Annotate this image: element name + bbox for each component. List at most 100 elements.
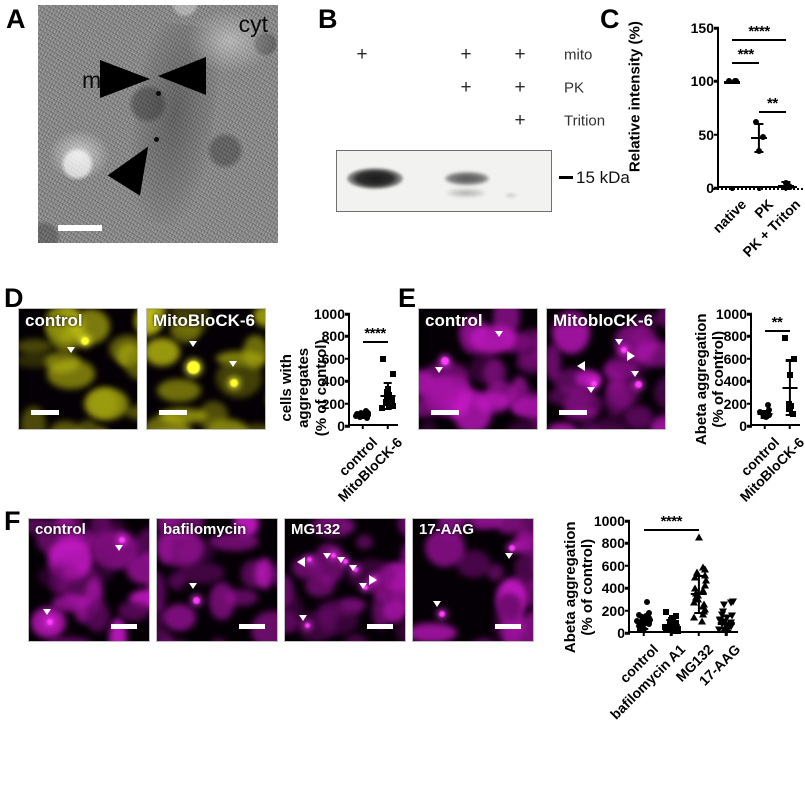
x-tick-mark: [361, 424, 364, 429]
significance-line: [764, 329, 790, 332]
cell-body: [469, 324, 517, 353]
y-tick-mark: [625, 631, 630, 635]
blot-row-triton: + Trition: [340, 104, 605, 137]
image-label-control: control: [425, 311, 483, 330]
scale-bar: [31, 410, 59, 415]
data-point: [389, 403, 396, 410]
panel-letter-f: F: [4, 506, 21, 536]
error-bar-cap: [781, 180, 791, 183]
data-point: [690, 598, 699, 606]
blot-row-mito: + + + mito: [340, 38, 592, 71]
data-point: [690, 573, 699, 581]
y-tick-mark: [714, 26, 719, 30]
plus-mito-lane4: +: [514, 43, 526, 65]
protein-aggregate: [187, 361, 200, 374]
protein-aggregate: [621, 347, 627, 353]
arrowhead-marker: [323, 553, 331, 559]
cell-body: [45, 309, 67, 337]
cell-body: [285, 591, 304, 632]
data-point: [644, 598, 651, 605]
panel-letter-e: E: [398, 283, 417, 313]
y-tick-mark: [345, 312, 350, 316]
cell-body: [653, 373, 665, 414]
cell-body: [93, 550, 115, 584]
cell-body: [47, 420, 84, 429]
data-point: [695, 533, 704, 541]
chart-d-plot-area: 0 200 400 600 800 1000 control MitoBloCK-6 ****: [314, 306, 405, 505]
data-point: [699, 586, 708, 594]
fluorescence-background-magenta: [419, 309, 537, 429]
data-point: [388, 397, 395, 404]
cell-body: [149, 425, 200, 429]
cell-body: [147, 338, 180, 366]
scale-bar-panel-a: [58, 225, 102, 231]
cell-body: [515, 352, 537, 374]
cell-body: [466, 638, 502, 641]
y-tick-mark: [747, 335, 752, 338]
data-point: [700, 571, 709, 579]
arrowhead-right: [158, 57, 206, 95]
cell-body: [516, 327, 537, 368]
cell-body: [83, 387, 129, 421]
protein-aggregate: [591, 381, 597, 387]
error-bar: [361, 412, 364, 418]
cell-body: [530, 408, 537, 429]
data-point: [378, 405, 385, 412]
y-tick-label: 600: [723, 350, 747, 367]
y-tick-mark: [747, 379, 752, 383]
significance-line: [362, 340, 388, 344]
cell-body: [45, 350, 80, 373]
y-tick-mark: [747, 424, 752, 428]
data-point: [675, 627, 682, 634]
y-tick-label: 1000: [593, 513, 625, 529]
cell-body: [524, 578, 533, 609]
y-tick-mark: [625, 542, 630, 545]
y-tick-label: 0: [337, 418, 345, 434]
y-tick-label: 50: [698, 126, 714, 143]
image-label-mitoblock6: MitobloCK-6: [553, 311, 654, 330]
arrowhead-marker: [337, 557, 345, 563]
error-bar-cap: [358, 417, 367, 420]
cell-body: [398, 519, 405, 539]
protein-aggregate: [307, 557, 312, 562]
x-tick-mark: [788, 424, 791, 429]
cell-body: [547, 344, 562, 381]
error-bar-cap: [694, 574, 704, 577]
image-label-bafilomycin: bafilomycin: [163, 521, 247, 538]
scale-bar: [159, 410, 187, 415]
cell-body: [157, 529, 205, 568]
cell-body: [149, 574, 150, 600]
data-point: [701, 576, 710, 584]
molecular-weight-dash: [559, 176, 573, 179]
error-bar-cap: [754, 122, 764, 126]
arrowhead-marker: [577, 361, 585, 371]
x-tick-mark: [763, 424, 766, 429]
data-point: [752, 118, 759, 125]
panel-d-chart: cells with aggregates (% of control) 0 20…: [270, 300, 405, 505]
cell-body: [356, 535, 373, 550]
blot-condition-grid: + + + mito + + PK + Trition: [340, 38, 605, 138]
y-tick-label: 400: [601, 580, 625, 597]
label-mitochondrion: m: [82, 67, 102, 93]
y-tick-label: 400: [723, 373, 747, 390]
plus-mito-lane3: +: [460, 43, 472, 65]
chart-e-y-axis-title: Abeta aggregation (% of control): [693, 309, 728, 449]
cell-body: [514, 549, 533, 590]
cell-body: [52, 594, 92, 613]
plus-mito-lane1: +: [356, 43, 368, 65]
error-bar-cap: [639, 615, 649, 618]
protein-aggregate: [193, 597, 200, 604]
y-tick-label: 200: [723, 395, 747, 412]
cell-body: [177, 561, 225, 585]
cell-body: [603, 358, 639, 380]
image-label-mg132: MG132: [291, 521, 341, 538]
y-tick-label: 600: [321, 350, 345, 367]
cell-body: [420, 419, 438, 429]
error-bar-cap: [383, 381, 392, 384]
y-tick-label: 0: [739, 418, 747, 434]
error-bar-cap: [694, 611, 704, 614]
cell-body: [285, 610, 299, 633]
cell-body: [272, 557, 277, 594]
arrowhead-marker: [67, 347, 75, 353]
molecular-weight-label: 15 kDa: [576, 168, 630, 187]
